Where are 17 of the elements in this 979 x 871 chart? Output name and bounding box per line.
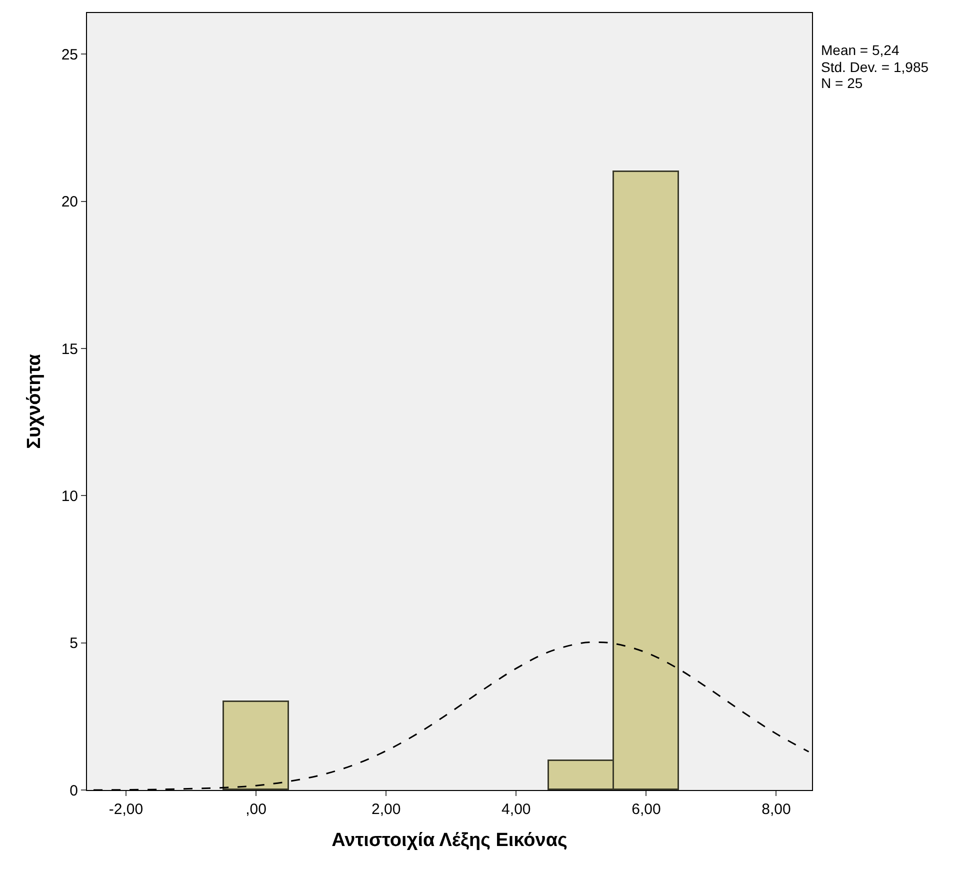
x-tick-label: 6,00 <box>632 801 661 818</box>
text: N = 25 <box>821 75 863 91</box>
text: Std. Dev. = 1,985 <box>821 59 929 75</box>
x-tick-label: ,00 <box>246 801 266 818</box>
x-tick-label: 2,00 <box>372 801 401 818</box>
y-tick-label: 25 <box>61 46 78 64</box>
x-tick-label: 4,00 <box>502 801 531 818</box>
y-tick-label: 15 <box>61 340 78 358</box>
y-tick-label: 20 <box>61 194 78 211</box>
y-tick-label: 0 <box>70 782 78 800</box>
x-tick-label: -2,00 <box>108 801 144 818</box>
text: Mean = 5,24 <box>821 42 900 58</box>
x-axis-title: Αντιστοιχία Λέξης Εικόνας <box>332 830 568 851</box>
x-tick-label: 8,00 <box>762 801 791 818</box>
y-tick-label: 5 <box>70 635 78 652</box>
y-tick-label: 10 <box>61 488 78 505</box>
y-axis-title: Συχνότητα <box>24 354 46 449</box>
